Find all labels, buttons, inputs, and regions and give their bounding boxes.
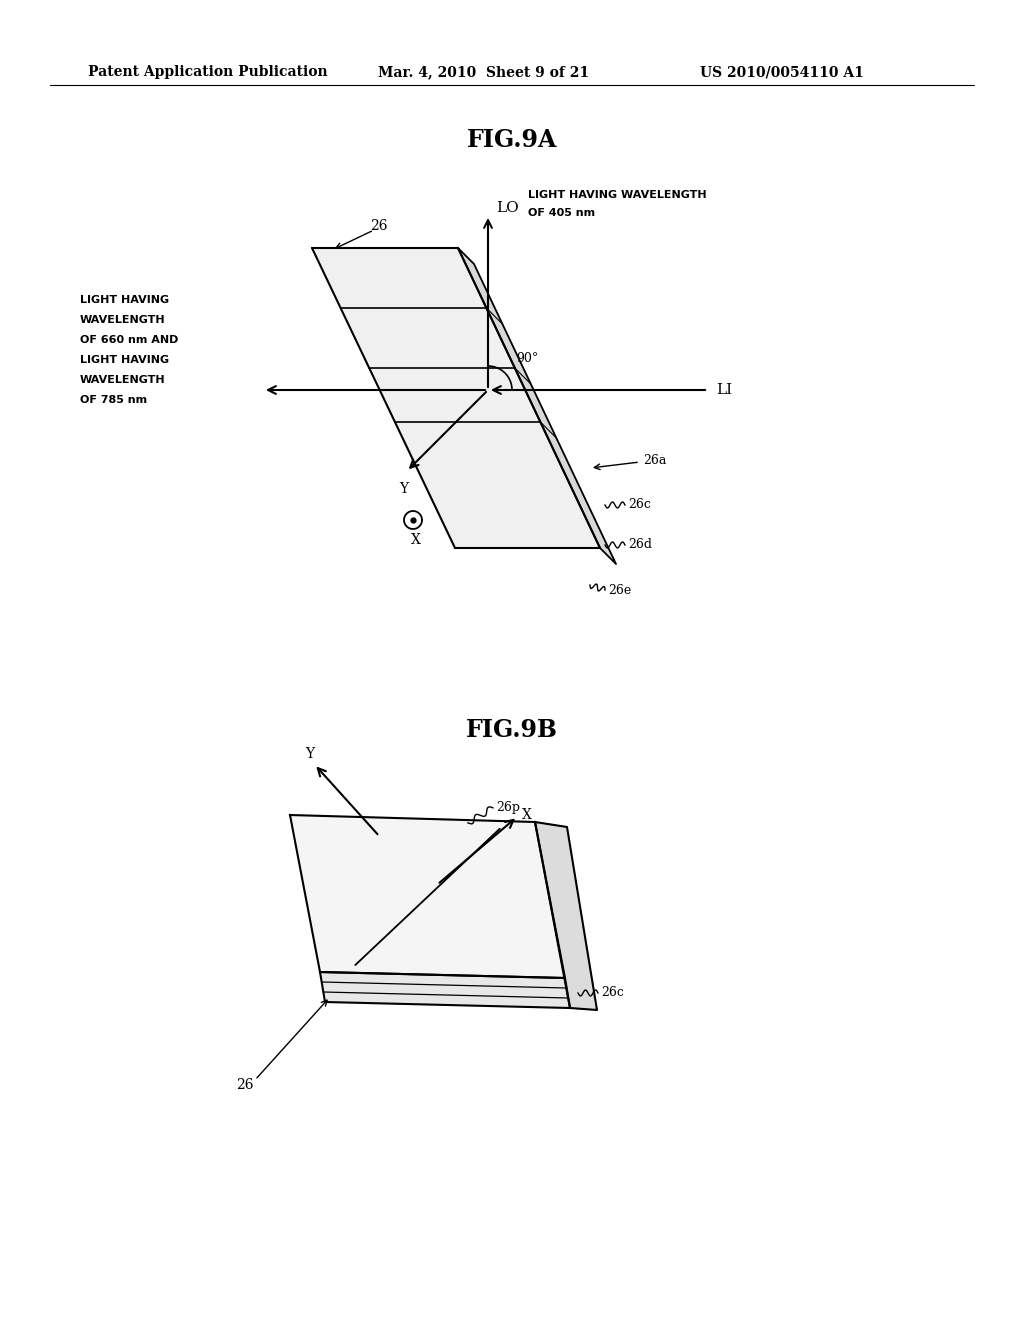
Text: Y: Y: [305, 747, 314, 762]
Text: X: X: [411, 533, 421, 546]
Text: OF 660 nm AND: OF 660 nm AND: [80, 335, 178, 345]
Text: X: X: [522, 808, 532, 821]
Text: Mar. 4, 2010  Sheet 9 of 21: Mar. 4, 2010 Sheet 9 of 21: [378, 65, 589, 79]
Text: LIGHT HAVING WAVELENGTH: LIGHT HAVING WAVELENGTH: [528, 190, 707, 201]
Polygon shape: [535, 822, 597, 1010]
Text: OF 785 nm: OF 785 nm: [80, 395, 147, 405]
Text: LIGHT HAVING: LIGHT HAVING: [80, 355, 169, 366]
Text: 90°: 90°: [516, 351, 539, 364]
Polygon shape: [312, 248, 600, 548]
Polygon shape: [319, 972, 570, 1008]
Text: LI: LI: [716, 383, 732, 397]
Text: WAVELENGTH: WAVELENGTH: [80, 315, 166, 325]
Text: OF 405 nm: OF 405 nm: [528, 209, 595, 218]
Text: 26: 26: [370, 219, 387, 234]
Text: US 2010/0054110 A1: US 2010/0054110 A1: [700, 65, 864, 79]
Text: FIG.9B: FIG.9B: [466, 718, 558, 742]
Text: Patent Application Publication: Patent Application Publication: [88, 65, 328, 79]
Text: 26c: 26c: [601, 986, 624, 999]
Polygon shape: [458, 248, 616, 564]
Text: Y: Y: [399, 482, 409, 496]
Text: 26a: 26a: [643, 454, 667, 466]
Text: 26c: 26c: [628, 499, 651, 511]
Text: LIGHT HAVING: LIGHT HAVING: [80, 294, 169, 305]
Text: 26p: 26p: [496, 801, 520, 814]
Polygon shape: [290, 814, 565, 978]
Text: FIG.9A: FIG.9A: [467, 128, 557, 152]
Text: 26e: 26e: [608, 583, 631, 597]
Text: 26d: 26d: [628, 539, 652, 552]
Text: WAVELENGTH: WAVELENGTH: [80, 375, 166, 385]
Text: 26: 26: [237, 1078, 254, 1092]
Text: LO: LO: [496, 201, 519, 215]
